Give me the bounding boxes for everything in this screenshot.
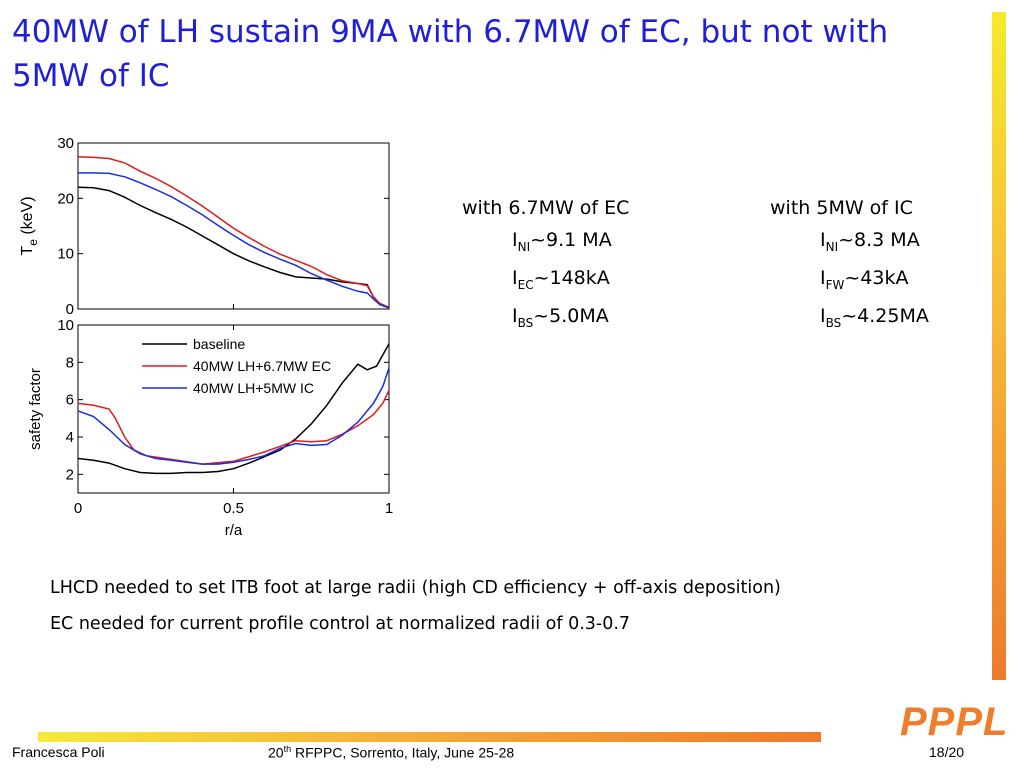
te-ylabel: Te (keV) bbox=[19, 196, 40, 255]
ec-row-bs: IBS~5.0MA bbox=[512, 305, 609, 330]
te-ytick-label: 0 bbox=[66, 301, 74, 318]
q-series-line-1 bbox=[77, 389, 390, 465]
ic-heading: with 5MW of IC bbox=[770, 197, 913, 219]
te-series-line-1 bbox=[77, 156, 390, 308]
q-ytick-label: 10 bbox=[57, 317, 74, 334]
te-ytick-label: 10 bbox=[57, 246, 74, 263]
decorative-sidebar-bar bbox=[992, 12, 1006, 680]
footer-conference: 20th RFPPC, Sorrento, Italy, June 25-28 bbox=[268, 744, 515, 761]
footer-page-number: 18/20 bbox=[929, 744, 965, 760]
ic-row-ni: INI~8.3 MA bbox=[820, 229, 920, 254]
pppl-logo: PPPL bbox=[900, 700, 1009, 744]
q-xtick-label: 1 bbox=[385, 500, 393, 517]
footer-divider bbox=[38, 732, 821, 742]
q-ytick-label: 8 bbox=[66, 354, 74, 371]
q-xtick-label: 0.5 bbox=[223, 500, 244, 517]
ic-row-bs: IBS~4.25MA bbox=[820, 305, 929, 330]
ec-column: with 6.7MW of EC INI~9.1 MA IEC~148kA IB… bbox=[462, 197, 629, 343]
ec-row-ec: IEC~148kA bbox=[512, 267, 610, 292]
q-ytick-label: 2 bbox=[66, 466, 74, 483]
q-xtick-label: 0 bbox=[74, 500, 82, 517]
q-ylabel: safety factor bbox=[27, 368, 44, 450]
footer-author: Francesca Poli bbox=[12, 744, 105, 760]
q-ytick-label: 4 bbox=[66, 429, 74, 446]
ic-row-fw: IFW~43kA bbox=[820, 267, 909, 292]
te-axes-frame bbox=[77, 142, 390, 310]
slide-title: 40MW of LH sustain 9MA with 6.7MW of EC,… bbox=[12, 14, 889, 94]
ic-column: with 5MW of IC INI~8.3 MA IFW~43kA IBS~4… bbox=[770, 197, 929, 343]
te-series-line-0 bbox=[77, 186, 390, 308]
ec-row-ni: INI~9.1 MA bbox=[512, 229, 612, 254]
q-xlabel: r/a bbox=[225, 522, 243, 539]
q-ytick-label: 6 bbox=[66, 392, 74, 409]
q-series-line-2 bbox=[77, 367, 390, 465]
te-series-line-2 bbox=[78, 172, 390, 309]
te-ytick-label: 30 bbox=[57, 135, 74, 152]
q-series-line-0 bbox=[77, 343, 390, 475]
legend-label: 40MW LH+6.7MW EC bbox=[193, 358, 331, 374]
bullet-item: LHCD needed to set ITB foot at large rad… bbox=[50, 578, 781, 598]
legend-label: 40MW LH+5MW IC bbox=[193, 380, 314, 396]
te-ytick-label: 20 bbox=[57, 190, 74, 207]
q-panel: 10 8 6 4 20 0.5 1 r/a safety factor baseline 40MW … bbox=[27, 317, 393, 539]
legend-label: baseline bbox=[193, 336, 245, 352]
te-panel: 30 20 10 0 Te (keV) bbox=[19, 135, 390, 318]
bullet-item: EC needed for current profile control at… bbox=[50, 614, 631, 634]
ec-heading: with 6.7MW of EC bbox=[462, 197, 630, 219]
bullet-list: LHCD needed to set ITB foot at large rad… bbox=[50, 570, 781, 642]
